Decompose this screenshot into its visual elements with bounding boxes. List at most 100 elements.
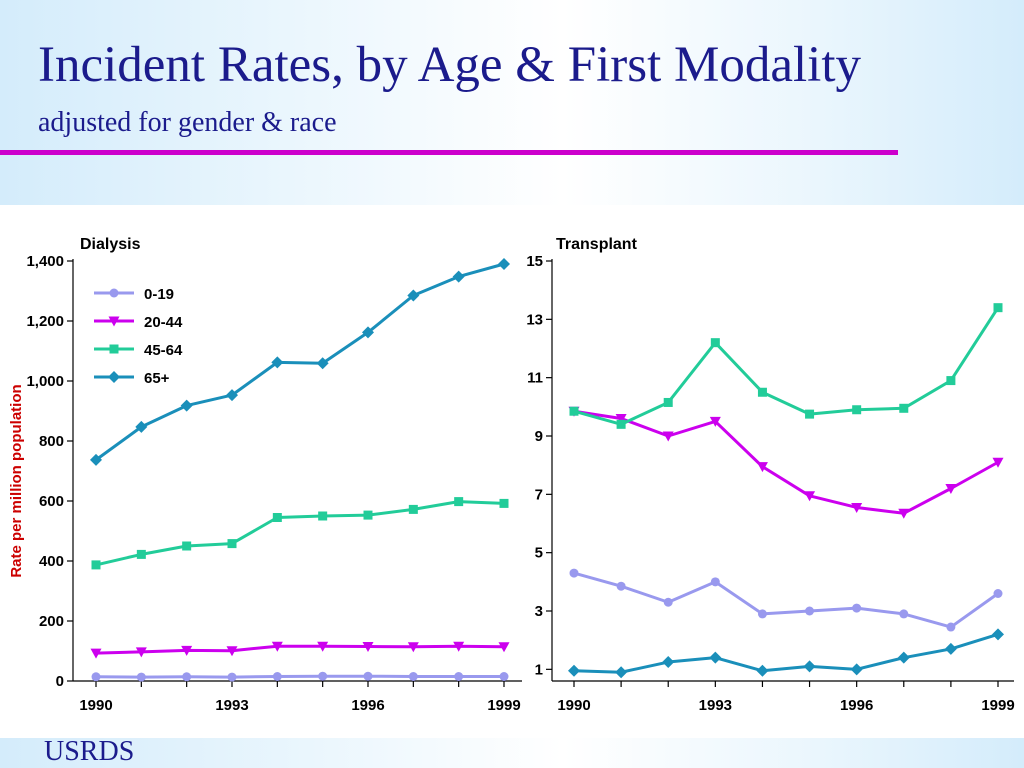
dialysis-y-axis-label: Rate per million population <box>8 384 25 577</box>
dialysis-data-point <box>363 671 373 681</box>
dialysis-y-tick-label: 1,200 <box>26 313 64 330</box>
dialysis-series-45-64 <box>91 497 509 570</box>
transplant-data-point <box>804 491 816 502</box>
dialysis-data-point <box>227 672 237 682</box>
dialysis-data-point <box>363 510 373 520</box>
transplant-data-point <box>993 589 1003 598</box>
dialysis-data-point <box>135 420 148 433</box>
transplant-data-point <box>756 664 769 677</box>
dialysis-data-point <box>226 646 238 657</box>
transplant-data-point <box>615 414 627 424</box>
transplant-data-point <box>662 431 674 442</box>
dialysis-series-line <box>95 674 504 679</box>
legend-label: 0-19 <box>144 286 174 303</box>
dialysis-data-point <box>271 356 284 369</box>
title-underline-rule <box>0 150 898 155</box>
dialysis-y-tick-label: 600 <box>39 493 64 510</box>
transplant-data-point <box>663 597 673 607</box>
transplant-x-tick-label: 1999 <box>981 697 1014 714</box>
dialysis-x-tick-label: 1993 <box>215 697 248 714</box>
dialysis-data-point <box>407 289 420 302</box>
transplant-data-point <box>993 303 1003 313</box>
transplant-data-point <box>709 416 721 427</box>
slide-header-band <box>0 0 1024 205</box>
dialysis-data-point <box>135 647 147 658</box>
dialysis-data-point <box>316 357 329 370</box>
transplant-data-point <box>805 606 815 616</box>
transplant-data-point <box>992 457 1004 468</box>
dialysis-data-point <box>408 672 418 681</box>
transplant-series-65+ <box>568 628 1004 679</box>
legend-label: 45-64 <box>144 342 183 359</box>
dialysis-data-point <box>408 504 418 514</box>
dialysis-data-point <box>272 672 282 681</box>
dialysis-data-point <box>452 270 465 283</box>
dialysis-series-line <box>95 262 505 462</box>
dialysis-data-point <box>499 672 509 681</box>
transplant-data-point <box>898 508 910 519</box>
dialysis-data-point <box>318 671 328 681</box>
dialysis-series-line <box>95 644 505 655</box>
dialysis-data-point <box>362 326 374 339</box>
transplant-data-point <box>944 642 957 655</box>
dialysis-data-point <box>226 389 238 402</box>
legend-swatch-marker <box>109 288 119 298</box>
transplant-series-line <box>573 409 999 515</box>
transplant-y-tick-label: 11 <box>527 370 543 387</box>
dialysis-data-point <box>91 672 101 682</box>
transplant-y-tick-label: 1 <box>535 661 543 678</box>
transplant-data-point <box>992 628 1004 641</box>
dialysis-series-0-19 <box>91 671 509 682</box>
transplant-series-line <box>573 571 999 629</box>
dialysis-y-tick-label: 800 <box>39 433 64 450</box>
transplant-data-point <box>615 666 628 679</box>
transplant-x-tick-label: 1996 <box>840 697 873 714</box>
transplant-data-point <box>710 577 720 587</box>
transplant-panel-title: Transplant <box>556 236 638 253</box>
legend-entry-45-64: 45-64 <box>94 342 183 359</box>
transplant-data-point <box>569 568 579 578</box>
transplant-data-point <box>851 502 863 513</box>
legend-label: 65+ <box>144 370 170 387</box>
dialysis-data-point <box>90 648 102 659</box>
transplant-data-point <box>663 397 673 407</box>
dialysis-y-tick-label: 1,400 <box>26 253 64 270</box>
transplant-data-point <box>852 405 862 415</box>
transplant-series-line <box>573 306 1000 426</box>
dialysis-data-point <box>453 641 465 652</box>
dialysis-series-65+ <box>90 258 510 466</box>
legend-swatch-marker <box>108 371 120 383</box>
legend-swatch-marker <box>109 344 119 354</box>
transplant-y-tick-label: 9 <box>535 428 543 445</box>
legend-entry-0-19: 0-19 <box>94 286 174 303</box>
transplant-series-45-64 <box>569 303 1003 429</box>
dialysis-data-point <box>181 645 193 656</box>
transplant-y-tick-label: 3 <box>535 603 543 620</box>
transplant-data-point <box>897 651 910 664</box>
transplant-data-point <box>899 609 909 619</box>
dialysis-data-point <box>91 560 101 570</box>
dialysis-y-tick-label: 200 <box>39 613 64 630</box>
legend-entry-20-44: 20-44 <box>94 314 183 331</box>
dialysis-data-point <box>317 641 329 652</box>
transplant-data-point <box>757 609 767 619</box>
transplant-data-point <box>899 403 909 413</box>
transplant-data-point <box>756 462 768 473</box>
dialysis-data-point <box>271 641 283 652</box>
transplant-y-tick-label: 7 <box>535 486 543 503</box>
dialysis-data-point <box>454 497 464 507</box>
footer-source-label: USRDS <box>44 736 135 767</box>
transplant-data-point <box>852 603 862 613</box>
transplant-data-point <box>709 651 722 664</box>
transplant-data-point <box>946 376 956 386</box>
dialysis-y-tick-label: 400 <box>39 553 64 570</box>
transplant-data-point <box>616 419 626 429</box>
dialysis-series-line <box>95 500 505 567</box>
dialysis-x-tick-label: 1990 <box>79 697 112 714</box>
dialysis-y-tick-label: 1,000 <box>26 373 64 390</box>
dialysis-data-point <box>362 642 374 652</box>
transplant-series-20-44 <box>568 406 1004 519</box>
dialysis-y-tick-label: 0 <box>56 673 64 690</box>
dialysis-chart: 0 200 400 600 800 1,000 1,200 1,400 1990 1993 1996… <box>8 236 522 714</box>
